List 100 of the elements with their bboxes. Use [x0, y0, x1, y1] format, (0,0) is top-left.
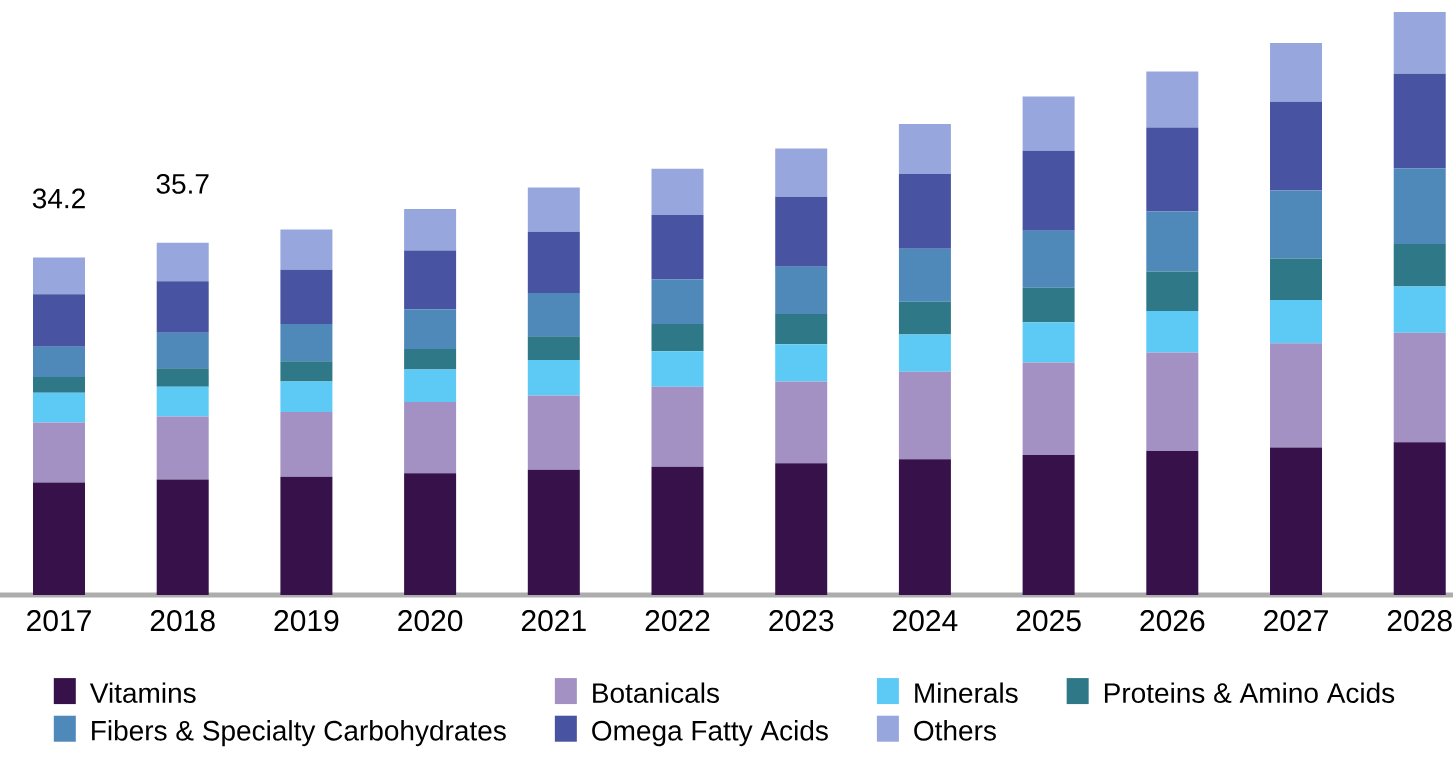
bar: [33, 392, 85, 423]
bar: [404, 309, 457, 349]
bar: [651, 168, 704, 215]
x-tick-label: 2017: [27, 610, 91, 632]
bar: [898, 334, 951, 372]
bar: [1146, 352, 1199, 451]
bar: [156, 281, 209, 333]
bar: [1393, 332, 1446, 443]
bar: [404, 473, 457, 595]
bar: [1270, 190, 1323, 259]
bar: [1022, 362, 1075, 456]
bar: [156, 386, 209, 417]
bar: [651, 214, 704, 280]
bar: [527, 231, 580, 293]
x-tick-label: 2019: [274, 610, 339, 632]
bar: [898, 459, 951, 595]
bar: [404, 369, 457, 403]
bar: [1022, 287, 1075, 323]
bar: [156, 368, 209, 387]
bar: [33, 376, 85, 393]
bar: [527, 187, 580, 232]
bar: [775, 313, 828, 345]
legend-label: Fibers & Specialty Carbohydrates: [92, 720, 506, 747]
bar: [33, 257, 85, 295]
bar: [527, 293, 580, 337]
legend-label: Botanicals: [593, 682, 719, 704]
bar: [527, 336, 580, 361]
bar: [1146, 311, 1199, 353]
bar: [527, 469, 580, 595]
bar: [527, 360, 580, 396]
bar: [33, 422, 85, 483]
bar: [1146, 211, 1199, 272]
legend-label: Vitamins: [89, 682, 196, 704]
bar: [280, 269, 333, 324]
bar: [527, 395, 580, 470]
bar: [1270, 258, 1323, 300]
bar: [156, 479, 209, 595]
bar: [898, 248, 951, 302]
bar: [1393, 11, 1446, 74]
bar: [1393, 168, 1446, 245]
legend-label: Others: [914, 720, 996, 741]
bar: [280, 323, 333, 362]
bar: [775, 344, 828, 382]
bar: [1270, 101, 1323, 191]
bar: [651, 386, 704, 467]
bar: [1393, 244, 1446, 287]
bar: [1393, 73, 1446, 169]
bar: [775, 266, 828, 314]
bar: [1393, 442, 1446, 595]
bar: [1146, 451, 1199, 595]
bar: [1270, 300, 1323, 344]
x-tick-label: 2025: [1016, 610, 1081, 632]
bar: [775, 463, 828, 595]
bar: [1022, 230, 1075, 288]
bar: [1022, 150, 1075, 231]
bar: [404, 348, 457, 370]
bar: [775, 148, 828, 197]
bar: [1022, 96, 1075, 151]
bar: [280, 381, 333, 412]
legend-label: Proteins & Amino Acids: [1104, 682, 1395, 704]
bar: [775, 196, 828, 267]
bar: [1146, 271, 1199, 312]
bar: [33, 482, 85, 595]
bar: [280, 361, 333, 382]
bar: [775, 381, 828, 464]
bar: [651, 279, 704, 324]
x-tick-label: 2028: [1387, 610, 1452, 632]
bar: [156, 242, 209, 282]
bar: [898, 123, 951, 175]
legend-label: Minerals: [915, 682, 1018, 704]
bar: [1270, 42, 1323, 102]
bar: [33, 294, 85, 347]
x-tick-label: 2027: [1264, 610, 1328, 632]
bar: [651, 323, 704, 352]
bar: [280, 411, 333, 477]
bar: [1022, 455, 1075, 595]
x-tick-label: 2018: [150, 610, 215, 632]
legend-label: Omega Fatty Acids: [592, 720, 828, 747]
bar: [404, 250, 457, 310]
bar: [898, 174, 951, 249]
bar: [651, 351, 704, 387]
annotation: 35.7: [156, 173, 209, 194]
bar: [1146, 127, 1199, 212]
bar: [280, 229, 333, 270]
bar: [651, 466, 704, 595]
bar: [404, 209, 457, 251]
bar: [33, 346, 85, 377]
x-tick-label: 2020: [398, 610, 463, 632]
bar: [898, 301, 951, 335]
bar: [156, 416, 209, 480]
x-tick-label: 2022: [645, 610, 710, 632]
bar: [1270, 343, 1323, 448]
bar: [156, 332, 209, 369]
x-tick-label: 2021: [521, 610, 586, 632]
bar: [1393, 286, 1446, 333]
bar: [404, 402, 457, 474]
bar: [280, 476, 333, 595]
bar: [1270, 447, 1323, 595]
bar: [1022, 322, 1075, 363]
bar: [898, 371, 951, 460]
